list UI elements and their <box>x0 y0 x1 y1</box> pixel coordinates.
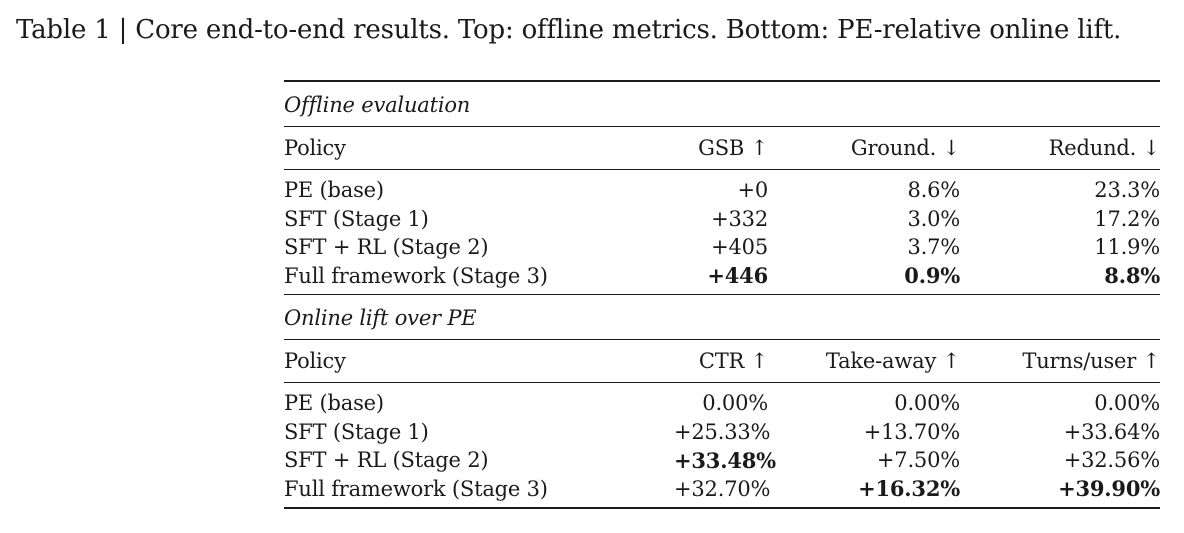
offline-title-rule <box>284 126 1160 127</box>
table-row: PE (base) 0.00% 0.00% 0.00% <box>284 389 1160 418</box>
ctr-cell: 0.00% <box>702 391 768 416</box>
offline-header-policy: Policy <box>284 136 346 160</box>
takeaway-cell: 0.00% <box>894 391 960 416</box>
table-row: Full framework (Stage 3) +32.70% +16.32%… <box>284 475 1160 504</box>
policy-cell: SFT + RL (Stage 2) <box>284 235 489 260</box>
policy-cell: Full framework (Stage 3) <box>284 476 548 501</box>
online-section-title: Online lift over PE <box>284 306 477 330</box>
ctr-cell: +32.70% <box>674 476 771 501</box>
turns-cell: +33.64% <box>1063 419 1160 444</box>
section-divider-rule <box>284 294 1160 295</box>
table-row: SFT (Stage 1) +332 3.0% 17.2% <box>284 205 1160 234</box>
online-header-rule <box>284 382 1160 383</box>
offline-header-gsb: GSB ↑ <box>698 136 768 160</box>
bottom-rule <box>284 507 1160 509</box>
table-caption: Table 1 | Core end-to-end results. Top: … <box>16 15 1122 45</box>
table-row: PE (base) +0 8.6% 23.3% <box>284 176 1160 205</box>
ground-cell: 3.7% <box>907 235 960 260</box>
redund-cell: 23.3% <box>1094 178 1160 203</box>
online-header-takeaway: Take-away ↑ <box>825 349 960 373</box>
offline-header-redund: Redund. ↓ <box>1048 136 1161 160</box>
policy-cell: SFT (Stage 1) <box>284 206 429 231</box>
takeaway-cell: +7.50% <box>876 448 960 473</box>
online-header-policy: Policy <box>284 349 346 373</box>
ground-cell: 0.9% <box>904 263 960 289</box>
policy-cell: SFT + RL (Stage 2) <box>284 448 489 473</box>
policy-cell: SFT (Stage 1) <box>284 419 429 444</box>
online-header-ctr: CTR ↑ <box>698 349 768 373</box>
gsb-cell: +446 <box>707 263 768 289</box>
table-row: SFT + RL (Stage 2) +405 3.7% 11.9% <box>284 233 1160 262</box>
redund-cell: 8.8% <box>1104 263 1160 289</box>
offline-header-ground: Ground. ↓ <box>850 136 960 160</box>
ground-cell: 3.0% <box>907 206 960 231</box>
online-header-turns: Turns/user ↑ <box>1022 349 1160 373</box>
online-header-row: Policy CTR ↑ Take-away ↑ Turns/user ↑ <box>284 340 1160 382</box>
table-row: Full framework (Stage 3) +446 0.9% 8.8% <box>284 262 1160 291</box>
ctr-cell: +25.33% <box>674 419 771 444</box>
redund-cell: 17.2% <box>1094 206 1160 231</box>
offline-header-rule <box>284 169 1160 170</box>
policy-cell: PE (base) <box>284 178 384 203</box>
gsb-cell: +0 <box>737 178 768 203</box>
turns-cell: 0.00% <box>1094 391 1160 416</box>
policy-cell: Full framework (Stage 3) <box>284 263 548 288</box>
ctr-cell: +33.48% <box>674 447 776 473</box>
offline-header-row: Policy GSB ↑ Ground. ↓ Redund. ↓ <box>284 127 1160 169</box>
top-rule <box>284 80 1160 82</box>
offline-section-title: Offline evaluation <box>284 93 471 117</box>
turns-cell: +32.56% <box>1063 448 1160 473</box>
online-title-rule <box>284 339 1160 340</box>
gsb-cell: +332 <box>711 206 768 231</box>
results-table: Offline evaluation Policy GSB ↑ Ground. … <box>284 80 1160 509</box>
turns-cell: +39.90% <box>1058 476 1160 502</box>
gsb-cell: +405 <box>711 235 768 260</box>
ground-cell: 8.6% <box>907 178 960 203</box>
table-row: SFT + RL (Stage 2) +33.48% +7.50% +32.56… <box>284 446 1160 475</box>
takeaway-cell: +13.70% <box>863 419 960 444</box>
table-row: SFT (Stage 1) +25.33% +13.70% +33.64% <box>284 418 1160 447</box>
policy-cell: PE (base) <box>284 391 384 416</box>
redund-cell: 11.9% <box>1094 235 1160 260</box>
takeaway-cell: +16.32% <box>858 476 960 502</box>
